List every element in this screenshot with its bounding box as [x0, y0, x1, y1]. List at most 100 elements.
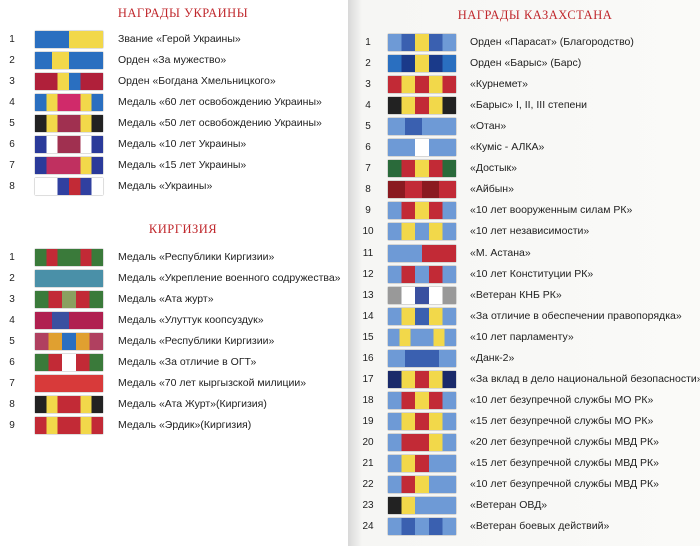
item-number: 6 — [9, 139, 15, 151]
item-number: 17 — [362, 373, 374, 385]
item-label: Медаль «Улуттук коопсуздук» — [118, 314, 264, 327]
item-label: «Ветеран КНБ РК» — [470, 288, 562, 301]
item-number: 3 — [9, 76, 15, 88]
item-label: Орден «За мужество» — [118, 54, 227, 67]
item-label: Орден «Барыс» (Барс) — [470, 57, 582, 70]
item-number: 1 — [9, 252, 15, 263]
ribbon — [388, 223, 456, 241]
item-number: 7 — [365, 163, 371, 175]
item-number: 23 — [362, 500, 374, 512]
item-label: «10 лет безупречной службы МВД РК» — [470, 478, 660, 491]
item-number: 15 — [362, 331, 374, 343]
item-number: 4 — [9, 97, 15, 109]
item-label: Медаль «Республики Киргизии» — [118, 335, 275, 348]
item-label: «Достык» — [470, 162, 517, 175]
item-label: «10 лет безупречной службы МО РК» — [470, 393, 654, 406]
item-number: 6 — [9, 357, 15, 369]
item-number: 4 — [365, 100, 371, 112]
ribbon — [388, 433, 456, 451]
item-number: 20 — [362, 436, 374, 448]
item-label: «Отан» — [470, 120, 507, 133]
item-number: 18 — [362, 394, 374, 406]
ribbon — [388, 181, 456, 199]
item-label: «10 лет независимости» — [470, 225, 590, 238]
ribbon — [35, 136, 103, 154]
item-label: Медаль «Ата журт» — [118, 293, 214, 306]
item-label: «10 лет вооруженным силам РК» — [470, 204, 633, 217]
ribbon — [388, 139, 456, 157]
ribbon — [388, 476, 456, 494]
item-number: 5 — [9, 336, 15, 348]
ribbon — [388, 265, 456, 283]
ribbon — [388, 328, 456, 346]
item-number: 16 — [362, 352, 374, 364]
ribbon — [35, 417, 103, 435]
ribbon — [388, 55, 456, 73]
ribbon — [35, 52, 103, 70]
item-label: Медаль «70 лет кыргызской милиции» — [118, 377, 307, 390]
ribbon — [388, 76, 456, 94]
item-label: Медаль «10 лет Украины» — [118, 138, 247, 151]
item-number: 13 — [362, 289, 374, 301]
item-number: 14 — [362, 310, 374, 322]
item-number: 2 — [9, 273, 15, 285]
item-number: 9 — [365, 205, 371, 217]
item-number: 9 — [9, 420, 15, 432]
item-number: 10 — [362, 226, 374, 238]
item-label: «Ветеран ОВД» — [470, 499, 548, 512]
item-label: «15 лет безупречной службы МВД РК» — [470, 457, 660, 469]
item-number: 24 — [362, 521, 374, 533]
item-number: 8 — [365, 184, 371, 196]
item-label: «15 лет безупречной службы МО РК» — [470, 414, 654, 427]
ribbon — [388, 202, 456, 220]
ribbon — [35, 115, 103, 133]
ribbon — [35, 94, 103, 112]
item-number: 5 — [365, 121, 371, 133]
item-label: Медаль «15 лет Украины» — [118, 159, 247, 172]
ribbon — [35, 312, 103, 330]
ribbon — [388, 244, 456, 262]
ribbon — [35, 354, 103, 372]
item-label: «Кумiс - АЛКА» — [470, 141, 545, 154]
item-label: Медаль «Укрепление военного содружества» — [118, 272, 341, 285]
item-label: «За вклад в дело национальной безопаснос… — [470, 372, 700, 385]
item-label: «10 лет Конституции РК» — [470, 267, 594, 280]
item-number: 5 — [9, 118, 15, 130]
ribbon — [388, 160, 456, 178]
item-number: 1 — [365, 37, 371, 48]
item-label: Орден «Парасат» (Благородство) — [470, 36, 634, 48]
item-number: 8 — [9, 399, 15, 411]
item-number: 7 — [9, 378, 15, 390]
ribbon — [388, 455, 456, 472]
section-title: КИРГИЗИЯ — [148, 222, 218, 236]
item-label: Медаль «Украины» — [118, 180, 213, 193]
item-label: Медаль «60 лет освобождению Украины» — [118, 96, 322, 109]
section-title: НАГРАДЫ УКРАИНЫ — [117, 6, 249, 20]
item-number: 12 — [362, 268, 374, 280]
item-label: Орден «Богдана Хмельницкого» — [118, 75, 276, 88]
section-title: НАГРАДЫ КАЗАХСТАНА — [457, 8, 613, 22]
ribbon — [35, 249, 103, 266]
ribbon — [35, 291, 103, 309]
item-number: 2 — [9, 55, 15, 67]
item-label: Медаль «За отличие в ОГТ» — [118, 356, 257, 369]
ribbon — [35, 396, 103, 414]
item-number: 19 — [362, 415, 374, 427]
item-number: 3 — [365, 79, 371, 91]
item-number: 4 — [9, 315, 15, 327]
item-number: 21 — [362, 458, 374, 469]
item-number: 6 — [365, 142, 371, 154]
item-label: «Барыс» I, II, III степени — [470, 99, 588, 112]
item-label: Медаль «Ата Журт»(Киргизия) — [118, 398, 267, 411]
item-number: 8 — [9, 181, 15, 193]
item-label: Медаль «50 лет освобождению Украины» — [118, 117, 322, 130]
item-label: «Ветеран боевых действий» — [470, 520, 610, 533]
item-number: 2 — [365, 58, 371, 70]
item-number: 11 — [362, 247, 374, 259]
ribbon — [35, 270, 103, 288]
item-number: 3 — [9, 294, 15, 306]
ribbon — [388, 370, 456, 388]
ribbon — [388, 349, 456, 367]
item-label: Звание «Герой Украины» — [118, 33, 241, 45]
ribbon — [388, 307, 456, 325]
